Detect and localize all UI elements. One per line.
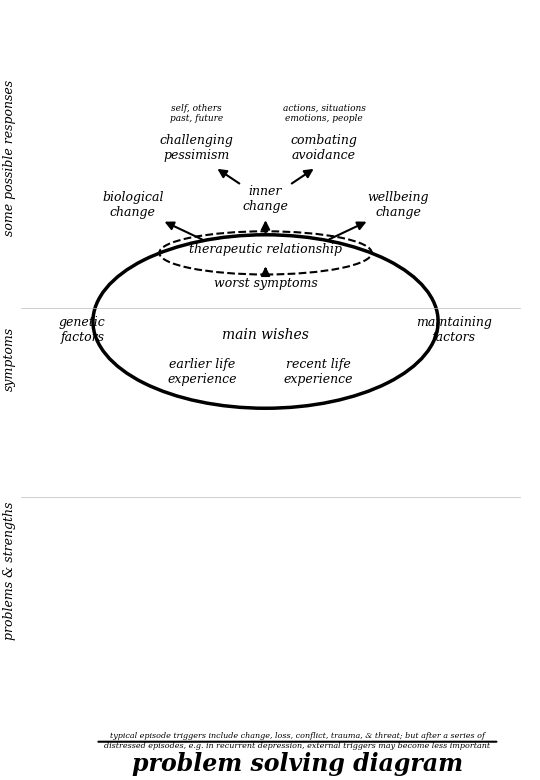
Text: main wishes: main wishes bbox=[222, 328, 309, 342]
Text: genetic
factors: genetic factors bbox=[59, 316, 106, 344]
Text: biological
change: biological change bbox=[102, 191, 164, 219]
Text: symptoms: symptoms bbox=[3, 327, 16, 391]
Text: earlier life
experience: earlier life experience bbox=[167, 357, 237, 385]
Text: self, others
past, future: self, others past, future bbox=[170, 104, 223, 123]
Text: inner
change: inner change bbox=[242, 185, 288, 213]
Text: problems & strengths: problems & strengths bbox=[3, 502, 16, 640]
Text: worst symptoms: worst symptoms bbox=[214, 277, 318, 290]
Text: challenging
pessimism: challenging pessimism bbox=[159, 134, 233, 162]
Text: therapeutic relationship: therapeutic relationship bbox=[189, 243, 342, 257]
Text: maintaining
factors: maintaining factors bbox=[416, 316, 492, 344]
Text: recent life
experience: recent life experience bbox=[284, 357, 353, 385]
Text: some possible responses: some possible responses bbox=[3, 80, 16, 236]
Text: actions, situations
emotions, people: actions, situations emotions, people bbox=[282, 104, 366, 123]
Text: wellbeing
change: wellbeing change bbox=[368, 191, 429, 219]
Text: problem solving diagram: problem solving diagram bbox=[132, 752, 463, 776]
Text: typical episode triggers include change, loss, conflict, trauma, & threat; but a: typical episode triggers include change,… bbox=[104, 732, 490, 750]
Text: combating
avoidance: combating avoidance bbox=[291, 134, 357, 162]
